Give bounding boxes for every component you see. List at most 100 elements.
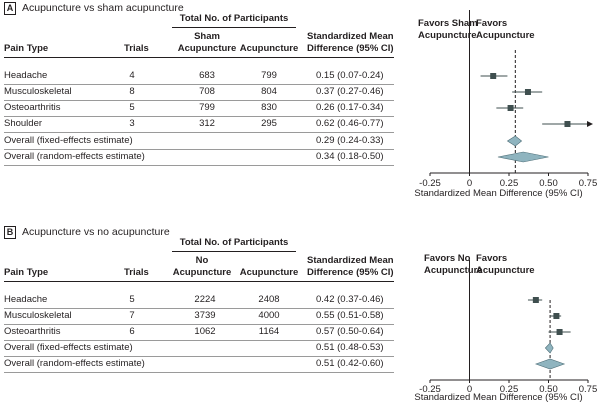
point-estimate [507,105,514,111]
row-treatment: 1164 [258,326,280,337]
row-control: 799 [199,102,215,113]
row-trials: 3 [129,118,135,129]
row-ci: 0.29 (0.24-0.33) [316,135,384,146]
smd-header-line1: Standardized Mean [307,255,394,266]
row-ci: 0.42 (0.37-0.46) [316,294,384,305]
row-label: Headache [4,294,48,305]
forest-plot-a: -0.25 0 0.25 0.50 0.75 [419,10,597,189]
panel-a-title: Acupuncture vs sham acupuncture [22,2,184,14]
row-ci: 0.34 (0.18-0.50) [316,151,384,162]
row-trials: 4 [129,70,135,81]
favors-left-line2: Acupuncture [418,30,477,41]
row-divider [4,308,394,309]
row-label: Overall (fixed-effects estimate) [4,342,133,353]
x-tick-label: 0.25 [500,178,519,189]
row-trials: 6 [129,326,135,337]
smd-header-line2: Difference (95% CI) [307,43,394,54]
row-ci: 0.37 (0.27-0.46) [316,86,384,97]
row-label: Shoulder [4,118,43,129]
row-trials: 7 [129,310,135,321]
pain-type-header: Pain Type [4,43,49,54]
row-label: Overall (random-effects estimate) [4,358,145,369]
table-header-rule [4,281,394,282]
row-divider [4,132,394,133]
point-estimate [553,313,560,319]
row-ci: 0.51 (0.48-0.53) [316,342,384,353]
row-divider [4,116,394,117]
row-divider [4,84,394,85]
row-control: 1062 [194,326,216,337]
point-estimate [524,89,531,95]
row-divider [4,165,394,166]
row-trials: 5 [129,294,135,305]
row-label: Headache [4,70,48,81]
panel-b-letter: B [4,226,16,239]
trials-header: Trials [124,267,149,278]
row-label: Osteoarthritis [4,326,61,337]
x-axis-label-b: Standardized Mean Difference (95% CI) [414,392,583,403]
row-control: 2224 [194,294,216,305]
x-tick-label: 0.50 [539,178,558,189]
row-treatment: 2408 [258,294,280,305]
row-divider [4,356,394,357]
row-control: 683 [199,70,215,81]
plot-a-layer: -0.25 0 0.25 0.50 0.75 [419,10,597,189]
smd-header-line1: Standardized Mean [307,31,394,42]
row-ci: 0.62 (0.46-0.77) [316,118,384,129]
pain-type-header: Pain Type [4,267,49,278]
row-ci: 0.15 (0.07-0.24) [316,70,384,81]
x-tick-label: 0.25 [500,384,519,395]
row-ci: 0.55 (0.51-0.58) [316,310,384,321]
x-axis-label-a: Standardized Mean Difference (95% CI) [414,188,583,199]
row-control: 708 [199,86,215,97]
row-treatment: 830 [261,102,277,113]
ci-overflow-arrow [587,121,593,127]
row-label: Overall (random-effects estimate) [4,151,145,162]
summary-diamond [506,135,523,147]
forest-plot-b: -0.25 0 0.25 0.50 0.75 [419,260,597,395]
row-label: Osteoarthritis [4,102,61,113]
treatment-header: Acupuncture [239,43,299,54]
point-estimate [490,73,497,79]
row-divider [4,100,394,101]
x-tick-label: -0.25 [419,178,441,189]
participants-group-header: Total No. of Participants [179,13,289,24]
row-divider [4,324,394,325]
treatment-header: Acupuncture [239,267,299,278]
row-label: Musculoskeletal [4,310,72,321]
participants-group-header: Total No. of Participants [179,237,289,248]
control-header-line2: Acupuncture [177,43,237,54]
favors-right-line2: Acupuncture [476,30,535,41]
panel-a-letter: A [4,2,16,15]
x-tick-label: 0 [467,384,472,395]
row-treatment: 799 [261,70,277,81]
trials-header: Trials [124,43,149,54]
control-header-line2: Acupuncture [172,267,232,278]
x-tick-label: 0.75 [579,384,598,395]
favors-left-line1: Favors No [424,253,471,264]
x-tick-label: 0.50 [539,384,558,395]
x-tick-label: 0 [467,178,472,189]
favors-right-line1: Favors [476,253,508,264]
group-header-rule [172,27,296,28]
row-trials: 8 [129,86,135,97]
row-divider [4,149,394,150]
control-header-line1: No [195,255,209,266]
table-header-rule [4,57,394,58]
favors-left-line1: Favors Sham [418,18,478,29]
favors-left-line2: Acupuncture [424,265,483,276]
group-header-rule [172,251,296,252]
row-treatment: 4000 [258,310,280,321]
row-treatment: 295 [261,118,277,129]
x-tick-label: -0.25 [419,384,441,395]
row-divider [4,340,394,341]
point-estimate [532,297,539,303]
row-divider [4,372,394,373]
row-control: 3739 [194,310,216,321]
panel-b-title: Acupuncture vs no acupuncture [22,226,170,238]
row-ci: 0.26 (0.17-0.34) [316,102,384,113]
favors-right-line1: Favors [476,18,508,29]
row-label: Musculoskeletal [4,86,72,97]
summary-diamond [497,151,549,163]
plot-b-layer: -0.25 0 0.25 0.50 0.75 [419,260,597,395]
